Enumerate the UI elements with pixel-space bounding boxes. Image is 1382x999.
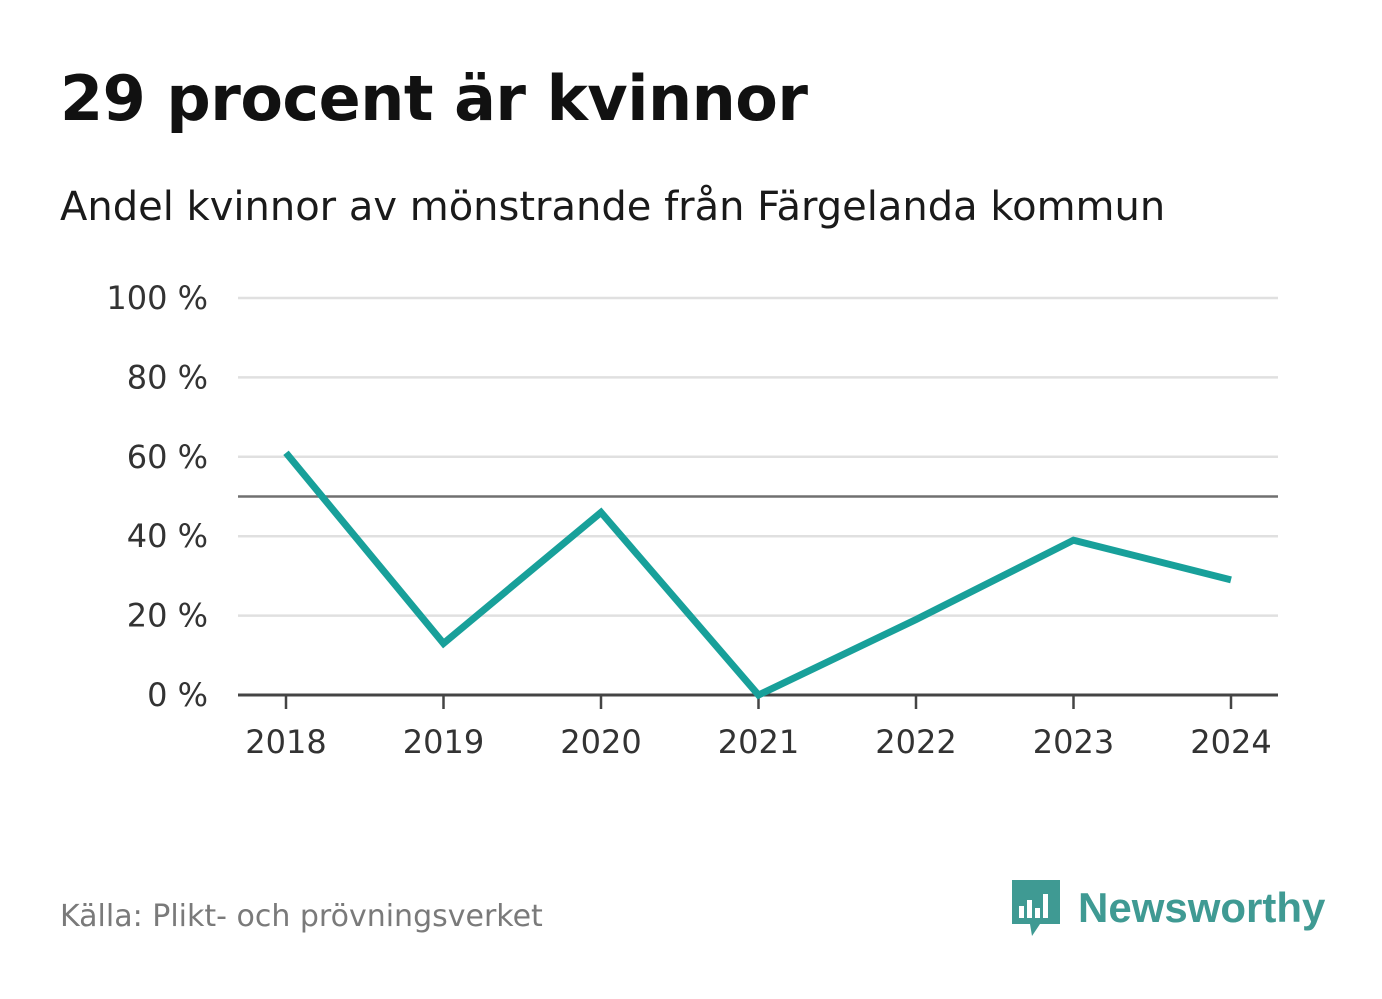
y-tick-label: 80 % [127, 358, 208, 396]
y-tick-label: 100 % [106, 279, 208, 317]
y-tick-label: 0 % [147, 676, 208, 714]
chart-title: 29 procent är kvinnor [60, 62, 808, 135]
series-group [283, 449, 1235, 700]
tick-labels: 0 % 20 % 40 % 60 % 80 % 100 % 2018 2019 2020 2021… [106, 279, 1271, 761]
x-tick-label: 2019 [403, 723, 484, 761]
data-point [755, 692, 762, 699]
x-tick-label: 2024 [1190, 723, 1271, 761]
y-tick-label: 20 % [127, 597, 208, 635]
y-tick-label: 40 % [127, 517, 208, 555]
data-point [1070, 537, 1077, 544]
x-tick-label: 2023 [1033, 723, 1114, 761]
data-point [283, 449, 290, 456]
brand-logo: Newsworthy [1010, 878, 1325, 938]
data-point [1228, 576, 1235, 583]
source-note: Källa: Plikt- och prövningsverket [60, 899, 543, 934]
data-point [913, 616, 920, 623]
x-tick-label: 2020 [560, 723, 641, 761]
chart-subtitle: Andel kvinnor av mönstrande från Färgela… [60, 184, 1166, 230]
data-point [598, 509, 605, 516]
data-point [440, 640, 447, 647]
x-tick-label: 2021 [718, 723, 799, 761]
y-tick-label: 60 % [127, 438, 208, 476]
series-line [283, 450, 1232, 700]
line-chart: 0 % 20 % 40 % 60 % 80 % 100 % 2018 2019 2020 2021… [106, 279, 1278, 761]
gridlines [238, 296, 1278, 617]
brand-name: Newsworthy [1078, 884, 1326, 931]
x-tick-label: 2018 [245, 723, 326, 761]
bar-chart-speech-bubble-icon [1012, 880, 1060, 936]
x-tick-label: 2022 [875, 723, 956, 761]
